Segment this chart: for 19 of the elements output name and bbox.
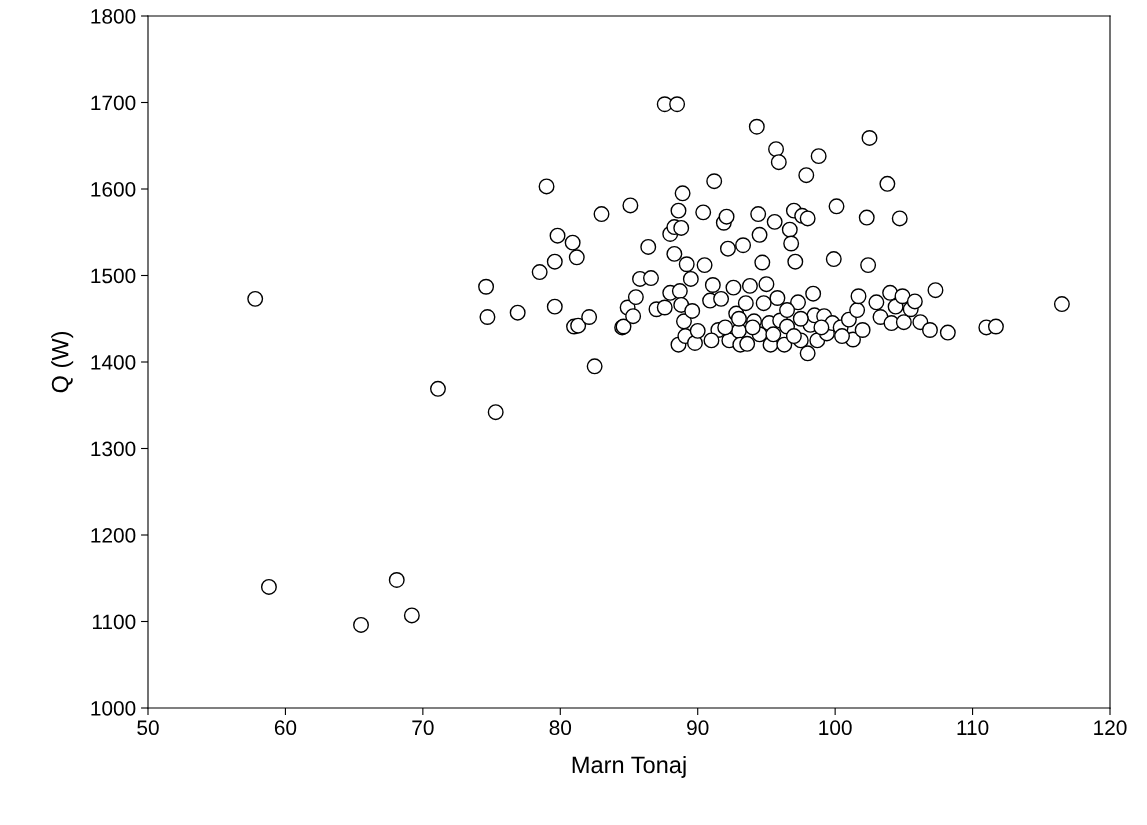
- x-tick-label: 80: [549, 720, 572, 736]
- x-tick-label: 120: [1094, 720, 1127, 736]
- x-tick-label: 100: [819, 720, 852, 736]
- y-tick-label: 1500: [91, 268, 136, 284]
- y-tick-label: 1400: [91, 355, 136, 370]
- x-tick-label: 90: [687, 720, 709, 736]
- y-tick-label: 1200: [91, 528, 136, 543]
- x-tick-label: 60: [274, 720, 297, 736]
- y-tick-label: 1600: [91, 182, 136, 197]
- x-tick-label: 110: [957, 720, 989, 736]
- y-tick-label: 1700: [91, 95, 136, 111]
- x-axis-title: Marn Tonaj: [572, 755, 686, 778]
- y-tick-label: 1000: [91, 701, 136, 716]
- y-tick-label: 1300: [91, 441, 136, 457]
- x-tick-label: 50: [137, 720, 159, 736]
- x-tick-label: 70: [412, 720, 434, 736]
- y-tick-label: 1800: [91, 9, 136, 24]
- y-axis-title: Q (W): [51, 332, 74, 393]
- y-tick-label: 1100: [92, 614, 136, 630]
